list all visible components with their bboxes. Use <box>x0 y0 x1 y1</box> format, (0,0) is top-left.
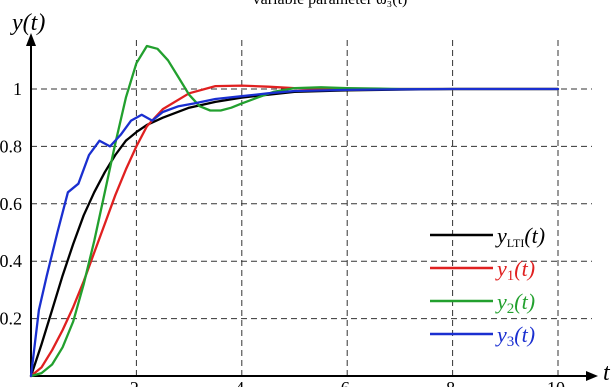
y-tick-label: 0.2 <box>0 309 22 329</box>
x-tick-label: 2 <box>130 378 139 387</box>
series-line-2 <box>29 84 560 378</box>
series-line-4 <box>29 87 560 378</box>
x-tick-label: 8 <box>446 378 455 387</box>
chart-title: variable parameter ω₃(t) <box>253 0 408 8</box>
y-axis-label: y(t) <box>10 10 45 36</box>
y-tick-label: 0.8 <box>0 136 22 156</box>
y-tick-label: 0.4 <box>0 251 22 271</box>
legend-label: y1(t) <box>495 256 535 284</box>
series-line-3 <box>29 44 560 378</box>
y-axis-arrowhead <box>26 33 36 46</box>
legend-label: yLTI(t) <box>495 223 545 250</box>
y-tick-label: 1 <box>13 79 22 99</box>
tick-labels: 0.2 0.4 0.6 0.8 1 2 4 6 8 10 <box>0 79 565 387</box>
axes <box>26 33 598 381</box>
legend-label: y2(t) <box>495 289 535 317</box>
x-axis-label: t <box>603 360 611 386</box>
legend: yLTI(t) y1(t) y2(t) y3(t) <box>430 223 545 350</box>
x-tick-label: 4 <box>235 378 244 387</box>
x-tick-label: 10 <box>547 378 565 387</box>
y-tick-label: 0.6 <box>0 194 22 214</box>
series-lines <box>29 44 560 378</box>
legend-label: y3(t) <box>495 322 535 350</box>
x-tick-label: 6 <box>341 378 350 387</box>
x-axis-arrowhead <box>586 371 598 381</box>
